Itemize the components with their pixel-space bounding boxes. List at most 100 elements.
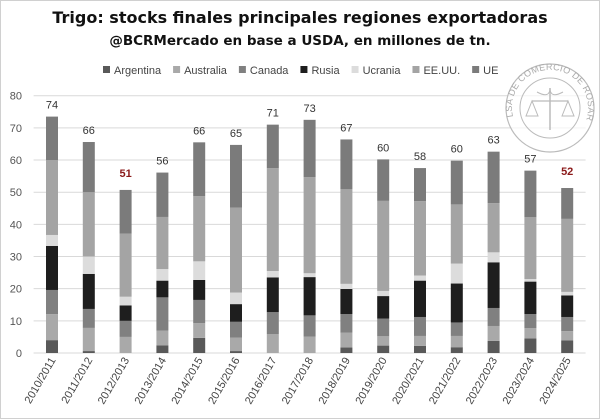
- total-label: 60: [377, 142, 389, 154]
- total-label: 66: [193, 125, 205, 137]
- x-tick-label: 2010/2011: [23, 356, 59, 406]
- bar-segment: [450, 263, 463, 284]
- total-label: 71: [267, 108, 279, 120]
- bar-segment: [487, 325, 500, 341]
- total-label: 74: [46, 100, 58, 112]
- total-label: 67: [340, 122, 352, 134]
- bar-segment: [119, 320, 132, 337]
- bar-segment: [377, 159, 390, 201]
- total-label: 65: [230, 128, 242, 140]
- bar-segment: [193, 299, 206, 324]
- bar-segment: [561, 218, 574, 292]
- bar-segment: [119, 305, 132, 321]
- bar-segment: [524, 314, 537, 329]
- bar-segment: [82, 142, 95, 193]
- bar-segment: [377, 318, 390, 337]
- bar-segment: [561, 291, 574, 296]
- legend-label: Rusia: [311, 65, 340, 77]
- bar-segment: [230, 144, 242, 208]
- bar-segment: [230, 321, 242, 338]
- bar-segment: [46, 245, 58, 290]
- bar-segment: [340, 347, 353, 353]
- bar-segment: [450, 335, 463, 348]
- scales-icon: [525, 99, 575, 117]
- bar-segment: [524, 217, 537, 280]
- bar-segment: [340, 283, 353, 289]
- bar-segment: [82, 273, 95, 309]
- y-tick-label: 50: [10, 187, 22, 199]
- legend-label: Australia: [184, 65, 228, 77]
- bar-segment: [450, 322, 463, 336]
- bar-segment: [156, 280, 169, 298]
- bar-segment: [46, 116, 58, 161]
- x-tick-label: 2013/2014: [133, 356, 169, 407]
- bar-segment: [303, 119, 316, 178]
- bar-segment: [340, 288, 353, 315]
- total-label: 52: [561, 166, 573, 178]
- bar-segment: [193, 337, 206, 353]
- bar-segment: [377, 336, 390, 346]
- x-tick-label: 2021/2022: [427, 356, 463, 407]
- bar-segment: [266, 168, 279, 271]
- bar-segment: [266, 277, 279, 313]
- bar-segment: [340, 332, 353, 348]
- total-label: 63: [487, 135, 499, 147]
- bar-segment: [377, 296, 390, 319]
- bar-segment: [561, 316, 574, 332]
- bar-segment: [561, 340, 574, 353]
- bar-segment: [82, 327, 95, 352]
- x-tick-label: 2017/2018: [280, 356, 316, 407]
- legend-swatch: [238, 66, 246, 73]
- y-tick-label: 60: [10, 155, 22, 167]
- bar-segment: [82, 351, 95, 353]
- bar-segment: [414, 168, 426, 202]
- y-tick-label: 40: [10, 219, 22, 231]
- bar-segment: [524, 170, 537, 218]
- bar-segment: [230, 337, 242, 352]
- bar-segment: [487, 340, 500, 353]
- bar-segment: [303, 277, 316, 316]
- bar-segment: [487, 307, 500, 326]
- y-tick-label: 30: [10, 252, 22, 264]
- total-label: 66: [83, 125, 95, 137]
- x-tick-label: 2012/2013: [96, 356, 132, 407]
- bar-segment: [193, 196, 206, 262]
- wings-icon: [536, 87, 564, 96]
- bar-segment: [266, 334, 279, 353]
- total-label: 56: [156, 156, 168, 168]
- bar-segment: [414, 345, 426, 353]
- bar-segment: [303, 315, 316, 337]
- bar-segment: [524, 328, 537, 339]
- total-label: 51: [119, 168, 131, 180]
- bar-segment: [303, 177, 316, 274]
- bar-segment: [303, 273, 316, 278]
- bar-segment: [46, 289, 58, 315]
- bar-segment: [230, 304, 242, 322]
- legend-label: Argentina: [114, 65, 162, 77]
- bar-segment: [193, 279, 206, 300]
- bar-segment: [230, 351, 242, 353]
- bar-segment: [524, 338, 537, 353]
- x-tick-label: 2015/2016: [206, 356, 242, 407]
- legend-label: Canada: [250, 65, 289, 77]
- bar-segment: [377, 290, 390, 297]
- bar-segment: [450, 204, 463, 264]
- bar-segment: [340, 314, 353, 333]
- bar-segment: [230, 207, 242, 293]
- bar-segment: [119, 336, 132, 353]
- bar-segment: [156, 172, 169, 217]
- seal-inner-ring: [519, 77, 581, 139]
- bar-segment: [414, 275, 426, 281]
- x-tick-label: 2019/2020: [353, 356, 389, 407]
- bar-segment: [156, 269, 169, 281]
- bar-segment: [82, 256, 95, 274]
- x-tick-label: 2024/2025: [537, 356, 573, 407]
- x-tick-label: 2016/2017: [243, 356, 279, 407]
- bar-segment: [487, 151, 500, 204]
- bar-segment: [524, 279, 537, 282]
- bar-segment: [303, 336, 316, 353]
- bar-segment: [156, 216, 169, 270]
- x-tick-label: 2020/2021: [390, 356, 426, 407]
- legend-swatch: [103, 66, 110, 73]
